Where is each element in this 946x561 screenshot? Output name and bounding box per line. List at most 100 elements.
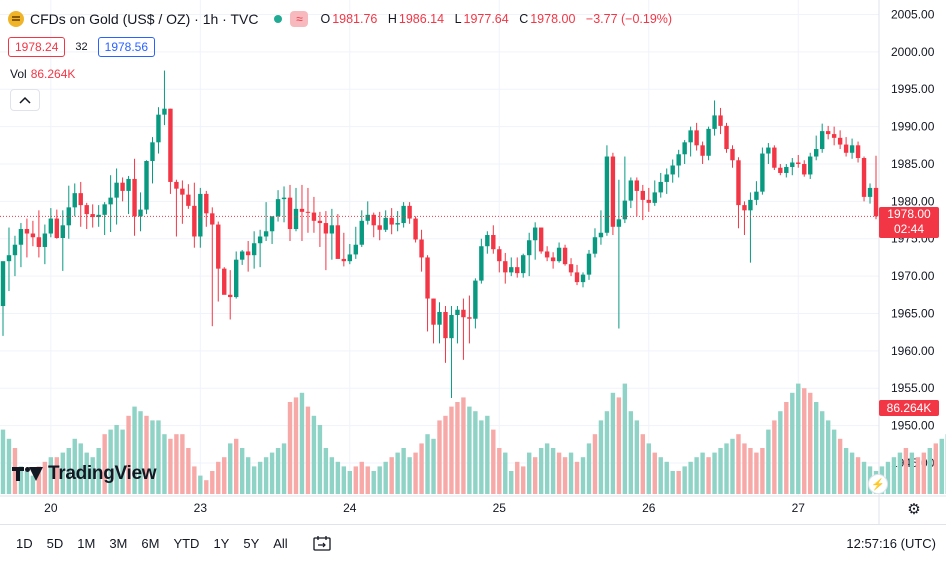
- candle-body: [814, 149, 818, 156]
- volume-bar: [282, 443, 286, 494]
- candle-body: [288, 198, 292, 229]
- candle-body: [760, 154, 764, 192]
- x-tick-label: 26: [642, 501, 656, 515]
- volume-bar: [515, 462, 519, 494]
- clock-timezone[interactable]: 12:57:16 (UTC): [846, 536, 936, 551]
- volume-bar: [479, 420, 483, 494]
- range-all[interactable]: All: [266, 536, 294, 551]
- volume-bar: [742, 443, 746, 494]
- volume-bar: [162, 434, 166, 494]
- range-3m[interactable]: 3M: [102, 536, 134, 551]
- date-range-icon[interactable]: [313, 535, 331, 551]
- volume-bar: [467, 407, 471, 494]
- bid-price[interactable]: 1978.24: [8, 37, 65, 57]
- candle-body: [856, 145, 860, 158]
- candle-body: [366, 215, 370, 221]
- volume-bar: [916, 457, 920, 494]
- volume-bar: [395, 453, 399, 494]
- candle-body: [802, 164, 806, 174]
- volume-bar: [706, 457, 710, 494]
- candle-body: [85, 205, 89, 214]
- bottom-toolbar: 1D 5D 1M 3M 6M YTD 1Y 5Y All 12:57:16 (U…: [0, 524, 946, 561]
- range-1d[interactable]: 1D: [9, 536, 40, 551]
- volume-bar: [1, 430, 5, 494]
- candle-body: [443, 312, 447, 338]
- range-5d[interactable]: 5D: [40, 536, 71, 551]
- candle-body: [234, 260, 238, 297]
- ohlc-open-label: O: [320, 12, 330, 26]
- candle-body: [114, 183, 118, 198]
- volume-bar: [461, 397, 465, 494]
- volume-bar: [623, 384, 627, 494]
- candle-body: [485, 235, 489, 246]
- volume-bar: [659, 457, 663, 494]
- volume-bar: [892, 457, 896, 494]
- volume-bar: [360, 462, 364, 494]
- bar-countdown: 02:44: [879, 222, 939, 237]
- volume-bar: [748, 448, 752, 494]
- ask-price[interactable]: 1978.56: [98, 37, 155, 57]
- x-tick-label: 20: [44, 501, 58, 515]
- range-5y[interactable]: 5Y: [236, 536, 266, 551]
- candle-body: [395, 223, 399, 224]
- market-status: ≈: [274, 11, 308, 27]
- range-6m[interactable]: 6M: [134, 536, 166, 551]
- volume-bar: [312, 416, 316, 494]
- candle-body: [73, 193, 77, 207]
- volume-bar: [156, 420, 160, 494]
- tradingview-logo[interactable]: TradingView: [12, 463, 156, 485]
- volume-bar: [318, 425, 322, 494]
- candle-body: [479, 246, 483, 280]
- volume-bar: [545, 443, 549, 494]
- last-price-value: 1978.00: [879, 207, 939, 222]
- candle-body: [730, 149, 734, 160]
- candle-body: [706, 129, 710, 156]
- tradingview-logo-icon: [12, 463, 42, 485]
- volume-bar: [228, 443, 232, 494]
- volume-bar: [485, 416, 489, 494]
- range-1y[interactable]: 1Y: [206, 536, 236, 551]
- volume-bar: [198, 476, 202, 494]
- gold-icon: [8, 11, 24, 27]
- candle-body: [700, 145, 704, 155]
- candle-body: [150, 142, 154, 161]
- y-tick-label: 1995.00: [891, 82, 935, 96]
- candle-body: [180, 189, 184, 195]
- candle-body: [676, 154, 680, 165]
- volume-bar: [766, 430, 770, 494]
- y-tick-label: 1955.00: [891, 381, 935, 395]
- symbol-title[interactable]: CFDs on Gold (US$ / OZ) · 1h · TVC: [30, 11, 258, 27]
- gear-icon[interactable]: ⚙: [905, 500, 923, 518]
- volume-bar: [581, 457, 585, 494]
- candle-body: [37, 237, 41, 247]
- candle-body: [258, 237, 262, 244]
- volume-bar: [850, 453, 854, 494]
- candle-body: [425, 257, 429, 298]
- candle-body: [790, 163, 794, 167]
- candle-body: [473, 281, 477, 319]
- volume-bar: [778, 411, 782, 494]
- chart-canvas[interactable]: 2005.002000.001995.001990.001985.001980.…: [0, 0, 946, 524]
- candle-body: [222, 269, 226, 295]
- volume-bar: [509, 471, 513, 494]
- range-1m[interactable]: 1M: [70, 536, 102, 551]
- volume-bar: [724, 443, 728, 494]
- y-tick-label: 1985.00: [891, 157, 935, 171]
- volume-bar: [497, 448, 501, 494]
- volume-bar: [551, 448, 555, 494]
- candle-body: [874, 188, 878, 216]
- flash-icon[interactable]: ⚡: [868, 474, 888, 494]
- volume-bar: [372, 471, 376, 494]
- candle-body: [653, 192, 657, 202]
- candle-body: [521, 255, 525, 273]
- volume-bar: [246, 457, 250, 494]
- wave-icon[interactable]: ≈: [290, 11, 308, 27]
- volume-value: 86.264K: [31, 67, 76, 81]
- volume-bar: [503, 453, 507, 494]
- range-ytd[interactable]: YTD: [166, 536, 206, 551]
- volume-bar: [401, 448, 405, 494]
- volume-bar: [730, 439, 734, 494]
- collapse-legend-button[interactable]: [10, 89, 40, 111]
